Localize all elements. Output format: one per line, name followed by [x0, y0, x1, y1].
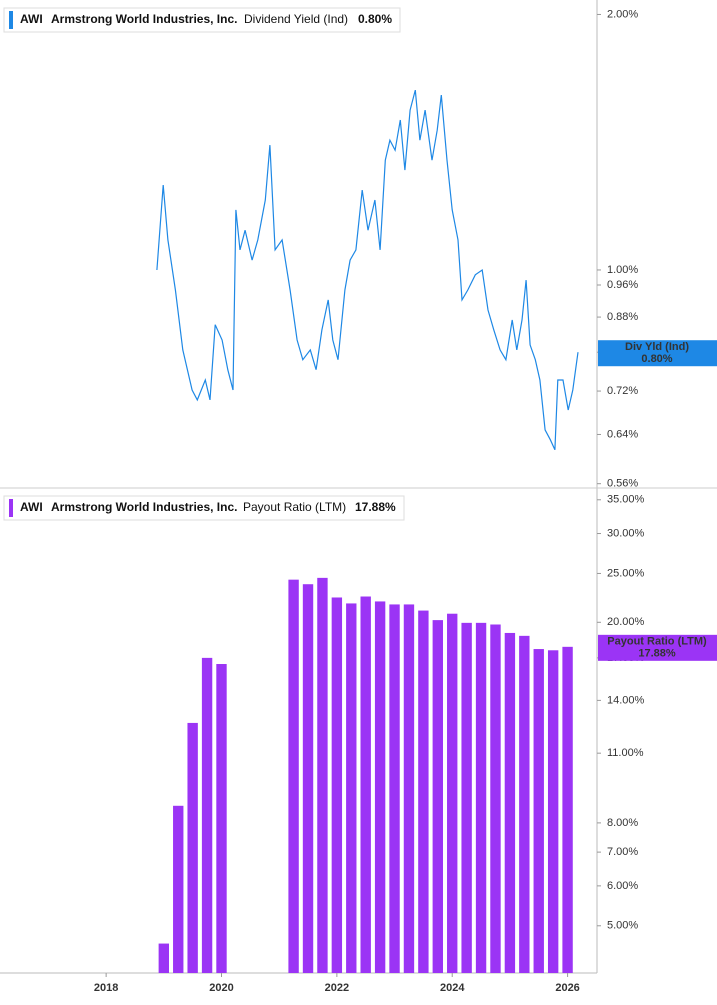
x-tick-label: 2020 [209, 982, 233, 994]
ticker: AWI [20, 12, 43, 26]
legend-box [3, 495, 405, 521]
bar [288, 579, 299, 973]
bar [374, 601, 386, 973]
dividend-yield-line [156, 89, 579, 451]
bar [360, 596, 371, 973]
y-tick-label: 0.64% [607, 428, 638, 440]
bar [533, 649, 544, 973]
x-tick-label: 2018 [94, 982, 118, 994]
y-tick-label: 0.72% [607, 385, 638, 397]
bar [504, 632, 516, 973]
value-tag-value: 17.88% [638, 648, 676, 660]
bar [432, 620, 443, 973]
value-tag-name: Payout Ratio (LTM) [607, 636, 707, 648]
y-tick-label: 11.00% [607, 747, 644, 759]
y-tick-label: 8.00% [607, 817, 638, 829]
bar [447, 613, 458, 973]
y-tick-label: 7.00% [607, 846, 638, 858]
bar [173, 805, 184, 973]
y-tick-label: 35.00% [607, 494, 645, 506]
legend-value: 0.80% [358, 12, 392, 26]
metric: Dividend Yield (Ind) [244, 12, 348, 26]
x-tick-label: 2022 [325, 982, 349, 994]
x-tick-label: 2026 [555, 982, 579, 994]
legend: AWI Armstrong World Industries, Inc. Payou… [3, 495, 405, 521]
bar [475, 622, 487, 973]
company: Armstrong World Industries, Inc. [51, 12, 237, 26]
bar [403, 604, 415, 973]
bar [547, 650, 559, 973]
bar [490, 624, 501, 973]
value-tag-name: Div Yld (Ind) [625, 341, 689, 353]
bar [158, 943, 170, 973]
bar [418, 610, 429, 973]
y-tick-label: 1.00% [607, 264, 638, 276]
metric: Payout Ratio (LTM) [243, 500, 346, 514]
legend-value: 17.88% [355, 500, 396, 514]
bar [346, 603, 357, 973]
legend: AWI Armstrong World Industries, Inc. Divid… [3, 7, 401, 33]
ticker: AWI [20, 500, 43, 514]
bar [187, 722, 198, 973]
y-tick-label: 6.00% [607, 880, 638, 892]
bar [562, 646, 573, 973]
y-tick-label: 14.00% [607, 694, 645, 706]
x-tick-label: 2024 [440, 982, 465, 994]
bar [317, 577, 328, 973]
bar [461, 622, 472, 973]
legend-swatch [9, 11, 13, 29]
bar [331, 597, 343, 973]
company: Armstrong World Industries, Inc. [51, 500, 237, 514]
legend-swatch [9, 499, 13, 517]
bar [201, 657, 213, 973]
y-tick-label: 0.88% [607, 311, 638, 323]
y-tick-label: 0.56% [607, 478, 638, 490]
y-tick-label: 20.00% [607, 616, 645, 628]
bar [216, 664, 227, 973]
value-tag [598, 634, 717, 661]
value-tag [598, 340, 717, 367]
bar [302, 584, 314, 973]
bar [389, 604, 400, 973]
value-tag-value: 0.80% [641, 353, 672, 365]
y-tick-label: 0.96% [607, 279, 638, 291]
bar [519, 635, 530, 973]
y-tick-label: 2.00% [607, 8, 638, 20]
legend-box [3, 7, 401, 33]
y-tick-label: 5.00% [607, 920, 638, 932]
y-tick-label: 25.00% [607, 567, 645, 579]
y-tick-label: 30.00% [607, 527, 645, 539]
